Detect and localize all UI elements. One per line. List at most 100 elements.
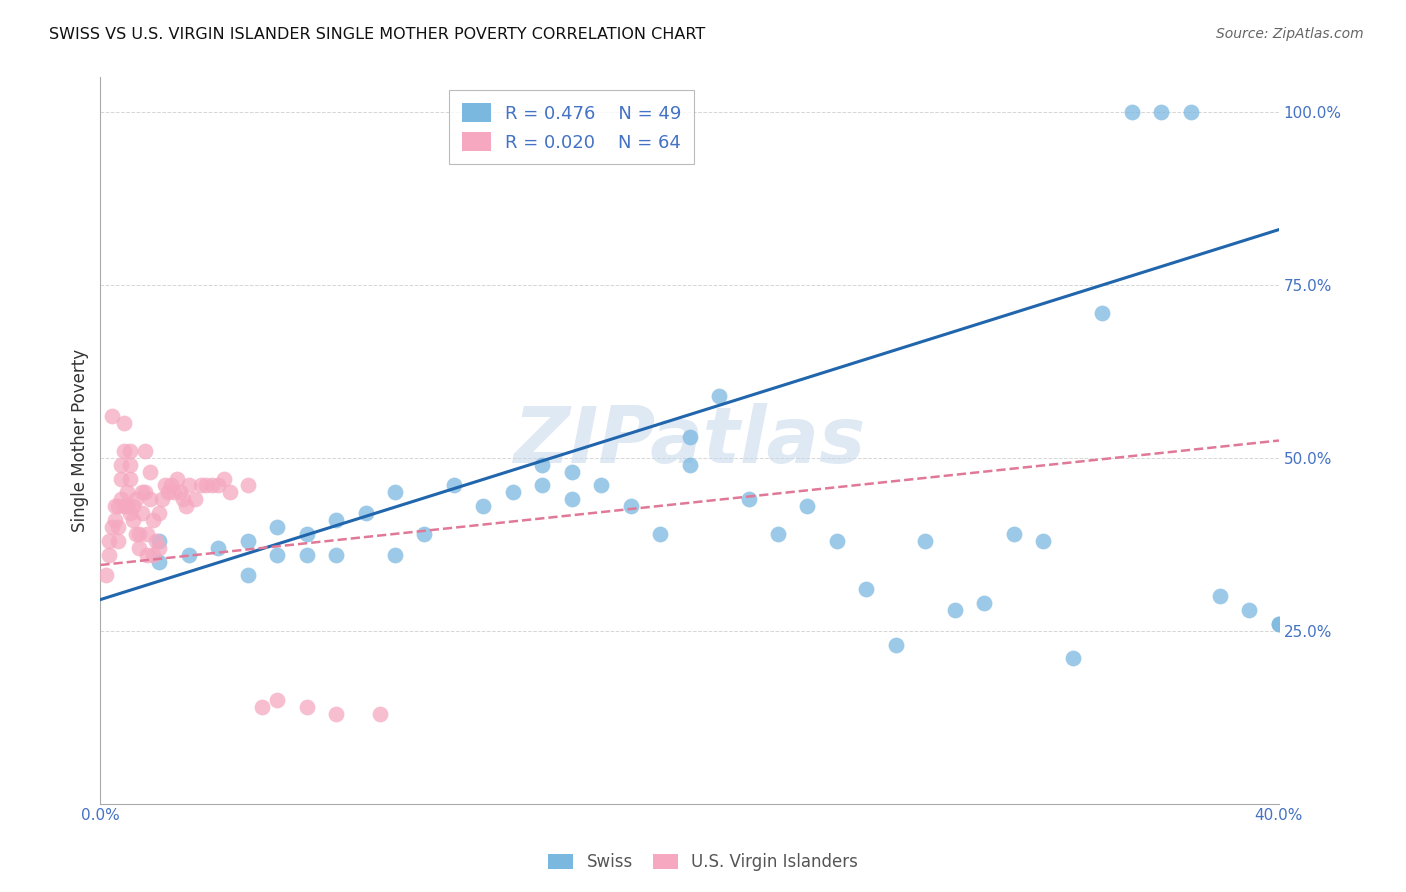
Point xyxy=(139,492,162,507)
Point xyxy=(96,568,118,582)
Point xyxy=(136,548,159,562)
Point xyxy=(354,506,377,520)
Point xyxy=(134,443,156,458)
Point xyxy=(707,388,730,402)
Point xyxy=(195,478,218,492)
Point xyxy=(107,520,129,534)
Point xyxy=(145,533,167,548)
Legend: R = 0.476    N = 49, R = 0.020    N = 64: R = 0.476 N = 49, R = 0.020 N = 64 xyxy=(450,90,695,164)
Point xyxy=(142,548,165,562)
Point xyxy=(384,548,406,562)
Point xyxy=(325,513,347,527)
Point xyxy=(148,555,170,569)
Point xyxy=(107,500,129,514)
Point xyxy=(104,513,127,527)
Point xyxy=(118,458,141,472)
Point xyxy=(134,485,156,500)
Point xyxy=(160,478,183,492)
Point xyxy=(1209,589,1232,603)
Point xyxy=(531,478,554,492)
Point xyxy=(115,485,138,500)
Point xyxy=(115,500,138,514)
Point xyxy=(98,548,121,562)
Point xyxy=(157,485,180,500)
Point xyxy=(107,533,129,548)
Point xyxy=(1268,616,1291,631)
Point xyxy=(1002,527,1025,541)
Point xyxy=(118,443,141,458)
Point xyxy=(166,472,188,486)
Point xyxy=(98,533,121,548)
Point xyxy=(884,638,907,652)
Point xyxy=(796,500,818,514)
Point xyxy=(266,520,288,534)
Point xyxy=(110,458,132,472)
Point xyxy=(591,478,613,492)
Point xyxy=(973,596,995,610)
Point xyxy=(266,693,288,707)
Point xyxy=(148,541,170,555)
Point xyxy=(295,548,318,562)
Point xyxy=(177,478,200,492)
Point xyxy=(1150,105,1173,120)
Point xyxy=(139,465,162,479)
Point xyxy=(384,485,406,500)
Point xyxy=(1268,616,1291,631)
Point xyxy=(236,568,259,582)
Point xyxy=(219,485,242,500)
Point xyxy=(531,458,554,472)
Point xyxy=(212,472,235,486)
Point xyxy=(855,582,877,597)
Point xyxy=(325,548,347,562)
Text: ZIPatlas: ZIPatlas xyxy=(513,402,866,478)
Point xyxy=(1180,105,1202,120)
Point xyxy=(101,409,124,424)
Point xyxy=(121,500,143,514)
Point xyxy=(325,706,347,721)
Point xyxy=(472,500,495,514)
Point xyxy=(110,492,132,507)
Point xyxy=(131,485,153,500)
Point xyxy=(128,527,150,541)
Point xyxy=(368,706,391,721)
Legend: Swiss, U.S. Virgin Islanders: Swiss, U.S. Virgin Islanders xyxy=(540,845,866,880)
Point xyxy=(561,465,583,479)
Point xyxy=(112,443,135,458)
Point xyxy=(252,699,274,714)
Point xyxy=(148,533,170,548)
Point xyxy=(118,506,141,520)
Point xyxy=(1091,305,1114,319)
Point xyxy=(620,500,643,514)
Point xyxy=(766,527,789,541)
Point xyxy=(101,520,124,534)
Point xyxy=(502,485,524,500)
Point xyxy=(207,541,229,555)
Text: SWISS VS U.S. VIRGIN ISLANDER SINGLE MOTHER POVERTY CORRELATION CHART: SWISS VS U.S. VIRGIN ISLANDER SINGLE MOT… xyxy=(49,27,706,42)
Point xyxy=(183,492,205,507)
Text: Source: ZipAtlas.com: Source: ZipAtlas.com xyxy=(1216,27,1364,41)
Point xyxy=(174,500,197,514)
Point xyxy=(172,492,194,507)
Point xyxy=(295,699,318,714)
Point xyxy=(207,478,229,492)
Point xyxy=(136,527,159,541)
Point xyxy=(190,478,212,492)
Point xyxy=(678,458,700,472)
Point xyxy=(1239,603,1261,617)
Point xyxy=(112,416,135,430)
Point xyxy=(177,548,200,562)
Point xyxy=(125,527,148,541)
Point xyxy=(1062,651,1084,665)
Point xyxy=(128,541,150,555)
Point xyxy=(104,500,127,514)
Point xyxy=(943,603,966,617)
Point xyxy=(236,533,259,548)
Point xyxy=(131,506,153,520)
Point xyxy=(148,506,170,520)
Point xyxy=(1121,105,1143,120)
Point xyxy=(163,485,186,500)
Point xyxy=(153,478,176,492)
Point xyxy=(110,472,132,486)
Point xyxy=(678,430,700,444)
Point xyxy=(737,492,759,507)
